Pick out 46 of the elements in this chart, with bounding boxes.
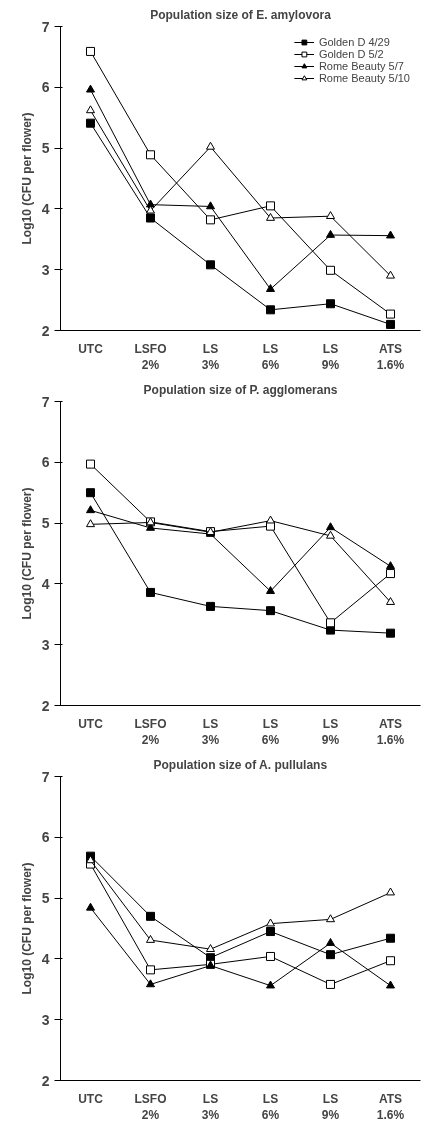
legend-label: Golden D 5/2 <box>318 48 384 60</box>
x-tick-label: ATS 1.6% <box>376 341 405 373</box>
y-tick-label: 6 <box>41 79 50 96</box>
x-tick-label: UTC <box>78 1091 104 1106</box>
y-tick-label: 5 <box>41 140 50 157</box>
y-tick-label: 2 <box>41 1072 50 1089</box>
x-tick-label: UTC <box>78 716 104 731</box>
x-tick-label: LSFO 2% <box>134 1091 167 1123</box>
chart-title: Population size of E. amylovora <box>150 7 332 22</box>
y-tick-label: 4 <box>41 950 50 967</box>
x-tick-label: UTC <box>78 341 104 356</box>
y-tick-label: 6 <box>41 454 50 471</box>
x-tick-label: LS 6% <box>261 716 280 748</box>
y-tick-label: 2 <box>41 697 50 714</box>
y-tick-label: 2 <box>41 322 50 339</box>
y-tick-label: 6 <box>41 829 50 846</box>
x-tick-label: LS 9% <box>321 716 340 748</box>
y-tick-label: 5 <box>41 890 50 907</box>
x-tick-label: LS 9% <box>321 1091 340 1123</box>
y-tick-label: 4 <box>41 575 50 592</box>
y-tick-label: 7 <box>41 393 50 410</box>
y-tick-label: 7 <box>41 18 50 35</box>
legend-label: Rome Beauty 5/10 <box>318 72 410 84</box>
y-tick-label: 3 <box>41 636 50 653</box>
x-tick-label: ATS 1.6% <box>376 1091 405 1123</box>
x-tick-label: LS 3% <box>201 341 220 373</box>
x-tick-label: LS 9% <box>321 341 340 373</box>
y-tick-label: 5 <box>41 515 50 532</box>
x-tick-label: LS 6% <box>261 1091 280 1123</box>
legend-label: Golden D 4/29 <box>318 36 390 48</box>
x-tick-label: LSFO 2% <box>134 341 167 373</box>
x-tick-label: LS 6% <box>261 341 280 373</box>
y-tick-label: 3 <box>41 1011 50 1028</box>
y-axis-title: Log10 (CFU per flower) <box>19 487 34 620</box>
y-axis-title: Log10 (CFU per flower) <box>19 862 34 995</box>
x-tick-label: LS 3% <box>201 716 220 748</box>
y-axis-title: Log10 (CFU per flower) <box>19 112 34 245</box>
chart-title: Population size of A. pullulans <box>153 757 328 772</box>
y-tick-label: 4 <box>41 200 50 217</box>
y-tick-label: 3 <box>41 261 50 278</box>
x-tick-label: LS 3% <box>201 1091 220 1123</box>
x-tick-label: LSFO 2% <box>134 716 167 748</box>
x-tick-label: ATS 1.6% <box>376 716 405 748</box>
legend-label: Rome Beauty 5/7 <box>318 60 404 72</box>
y-tick-label: 7 <box>41 768 50 785</box>
chart-title: Population size of P. agglomerans <box>143 382 338 397</box>
